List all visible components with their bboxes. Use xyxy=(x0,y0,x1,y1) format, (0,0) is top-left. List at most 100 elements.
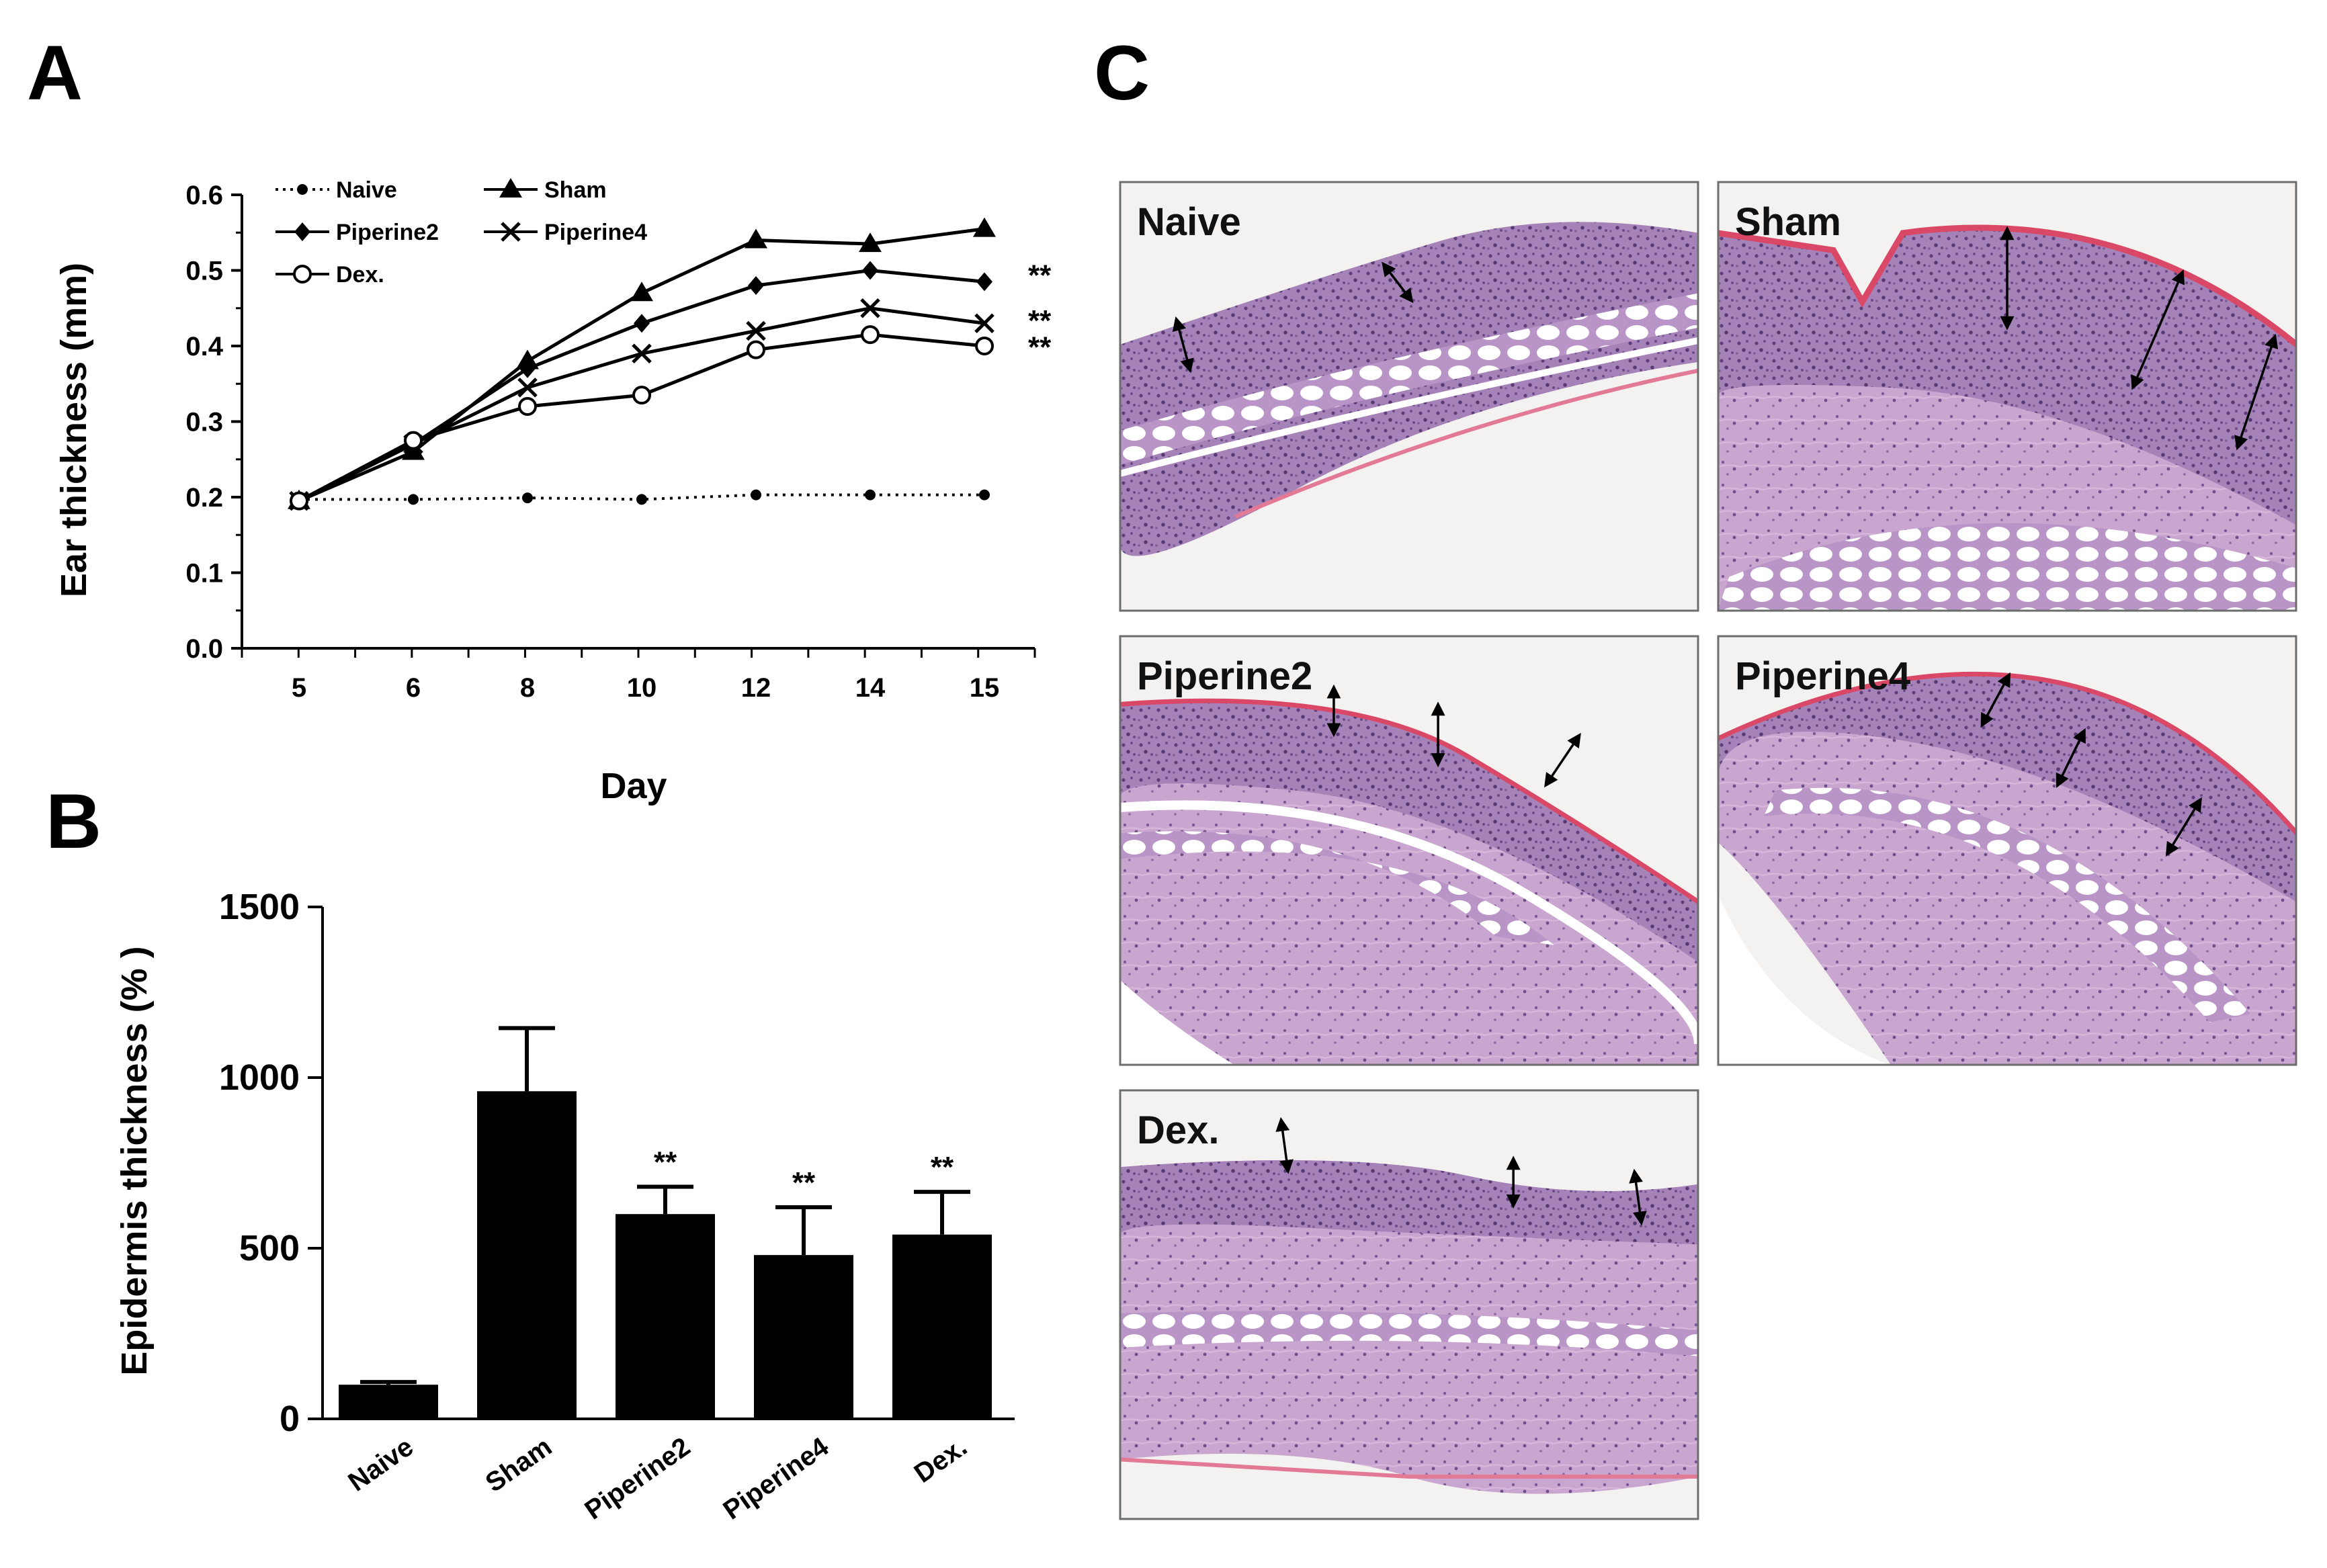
histology-frame xyxy=(1119,635,1699,1066)
histology-image-content xyxy=(1718,636,2297,1065)
tissue-gap xyxy=(1119,800,1699,1045)
chart-b-xtick-label: Naive xyxy=(343,1432,419,1497)
chart-a-significance-mark: ** xyxy=(1028,331,1052,363)
chart-b-significance-mark: ** xyxy=(792,1166,816,1199)
chart-a-legend-marker xyxy=(297,184,308,195)
chart-a-point xyxy=(517,378,538,398)
histology-image-sham: Sham xyxy=(1717,181,2297,612)
chart-a-series-line xyxy=(298,227,985,503)
chart-a-ytick-label: 0.6 xyxy=(185,181,223,210)
chart-b-xtick-label: Piperine2 xyxy=(579,1432,695,1525)
chart-a-ytick-label: 0.4 xyxy=(185,332,223,361)
chart-a-point xyxy=(979,489,990,500)
tissue-keratin xyxy=(1119,698,1699,904)
chart-a-point-b xyxy=(746,320,766,341)
chart-a-xtick-label: 10 xyxy=(627,673,657,703)
histology-label: Sham xyxy=(1735,200,1841,244)
chart-a-series-sham xyxy=(288,217,996,509)
chart-b-bar-group: Sham xyxy=(477,1026,577,1498)
thickness-arrow xyxy=(2165,797,2202,857)
chart-a-legend-label: Piperine2 xyxy=(336,220,439,245)
chart-a-xlabel: Day xyxy=(600,766,667,806)
thickness-arrow xyxy=(1172,316,1194,374)
chart-b-ytick-label: 1000 xyxy=(219,1057,300,1098)
tissue-fat xyxy=(1763,787,2251,1022)
chart-a-point xyxy=(636,494,647,505)
thickness-arrow xyxy=(1629,1168,1647,1226)
chart-b-bar xyxy=(477,1091,577,1419)
chart-a-point-b xyxy=(517,378,538,398)
histology-image-content xyxy=(1718,181,2297,611)
chart-a-legend: Naive Sham Piperine2 Piperine4 Dex. xyxy=(276,177,647,288)
chart-b-xtick-label: Piperine4 xyxy=(718,1432,834,1526)
chart-a-series-naive xyxy=(294,489,990,505)
histology-image-piperine2: Piperine2 xyxy=(1119,635,1699,1066)
thickness-arrow xyxy=(1382,261,1414,304)
chart-a-point xyxy=(976,272,992,292)
chart-a-xtick-label: 6 xyxy=(406,673,421,703)
chart-a-point xyxy=(751,489,761,500)
chart-a-xtick-label: 8 xyxy=(520,673,535,703)
tissue-bg-lower xyxy=(1718,894,1892,1065)
panel-letter-c: C xyxy=(1094,30,1150,116)
chart-a-point xyxy=(746,320,766,341)
chart-a-point xyxy=(859,232,882,253)
tissue-keratin xyxy=(1718,224,2297,347)
histology-image-piperine4: Piperine4 xyxy=(1717,635,2297,1066)
chart-b-bar-group: ** Piperine2 xyxy=(579,1146,715,1526)
chart-a-point xyxy=(404,431,423,450)
chart-a-point xyxy=(745,228,767,249)
chart-a-point xyxy=(748,276,764,295)
thickness-arrow xyxy=(2131,269,2185,390)
chart-a-point xyxy=(519,359,536,378)
chart-a-ytick-label: 0.2 xyxy=(185,483,223,513)
chart-b-bar xyxy=(339,1385,438,1419)
histology-frame xyxy=(1119,1089,1699,1520)
chart-a-xtick-label: 15 xyxy=(970,673,1000,703)
chart-a-legend-marker xyxy=(501,222,521,242)
chart-a-point-b xyxy=(974,313,995,334)
tissue-fat xyxy=(1119,831,1554,945)
histology-label: Dex. xyxy=(1137,1108,1220,1152)
chart-a-point xyxy=(522,492,533,504)
chart-a-point xyxy=(860,298,880,318)
histology-image-dex: Dex. xyxy=(1119,1089,1699,1520)
chart-b-bar-chart: Epidermis thickness (% ) 0 500 1000 1500 Na… xyxy=(114,887,1015,1526)
chart-a-ytick-label: 0.0 xyxy=(185,634,223,664)
histology-label: Naive xyxy=(1137,200,1241,244)
tissue-epidermis xyxy=(1718,674,2297,902)
chart-b-ylabel: Epidermis thickness (% ) xyxy=(114,946,155,1375)
chart-a-point xyxy=(630,281,653,302)
chart-a-point-b xyxy=(860,298,880,318)
tissue-fat xyxy=(1119,1311,1699,1356)
chart-a-significance: ****** xyxy=(1028,259,1052,364)
chart-b-xtick-label: Dex. xyxy=(909,1432,972,1489)
chart-a-axes: 0.0 0.1 0.2 0.3 0.4 0.5 0.6 5 6 8 10 12 14 15 xyxy=(185,181,1036,703)
chart-a-significance-mark: ** xyxy=(1028,259,1052,292)
thickness-arrow xyxy=(2234,333,2279,451)
chart-a-point xyxy=(861,325,880,345)
chart-b-bar xyxy=(754,1255,853,1419)
thickness-arrow xyxy=(2056,728,2086,789)
chart-b-bars: Naive Sham ** Piperine2 ** Piperine4 ** Dex. xyxy=(339,1026,992,1526)
tissue-tear xyxy=(1119,979,1236,1065)
panel-letter-a: A xyxy=(27,30,83,116)
chart-a-point xyxy=(408,494,419,505)
chart-b-ytick-label: 0 xyxy=(280,1399,300,1439)
panel-letter-b: B xyxy=(46,779,101,865)
tissue-epidermis xyxy=(1119,701,1699,963)
chart-b-bar xyxy=(892,1234,992,1419)
tissue-keratin xyxy=(1119,1457,1699,1479)
histology-label: Piperine4 xyxy=(1735,654,1910,698)
chart-b-bar-group: ** Dex. xyxy=(892,1151,992,1489)
tissue-dermis xyxy=(1119,701,1699,1065)
chart-a-legend-label: Sham xyxy=(544,177,607,203)
chart-a-point xyxy=(632,343,652,364)
histology-image-naive: Naive xyxy=(1119,181,1699,612)
chart-a-series-line xyxy=(298,333,985,503)
tissue-epidermis xyxy=(1119,1160,1699,1245)
chart-a-point xyxy=(632,386,651,405)
chart-a-legend-label: Naive xyxy=(336,177,397,203)
chart-a-point xyxy=(865,489,876,500)
chart-b-ytick-label: 500 xyxy=(239,1228,300,1268)
